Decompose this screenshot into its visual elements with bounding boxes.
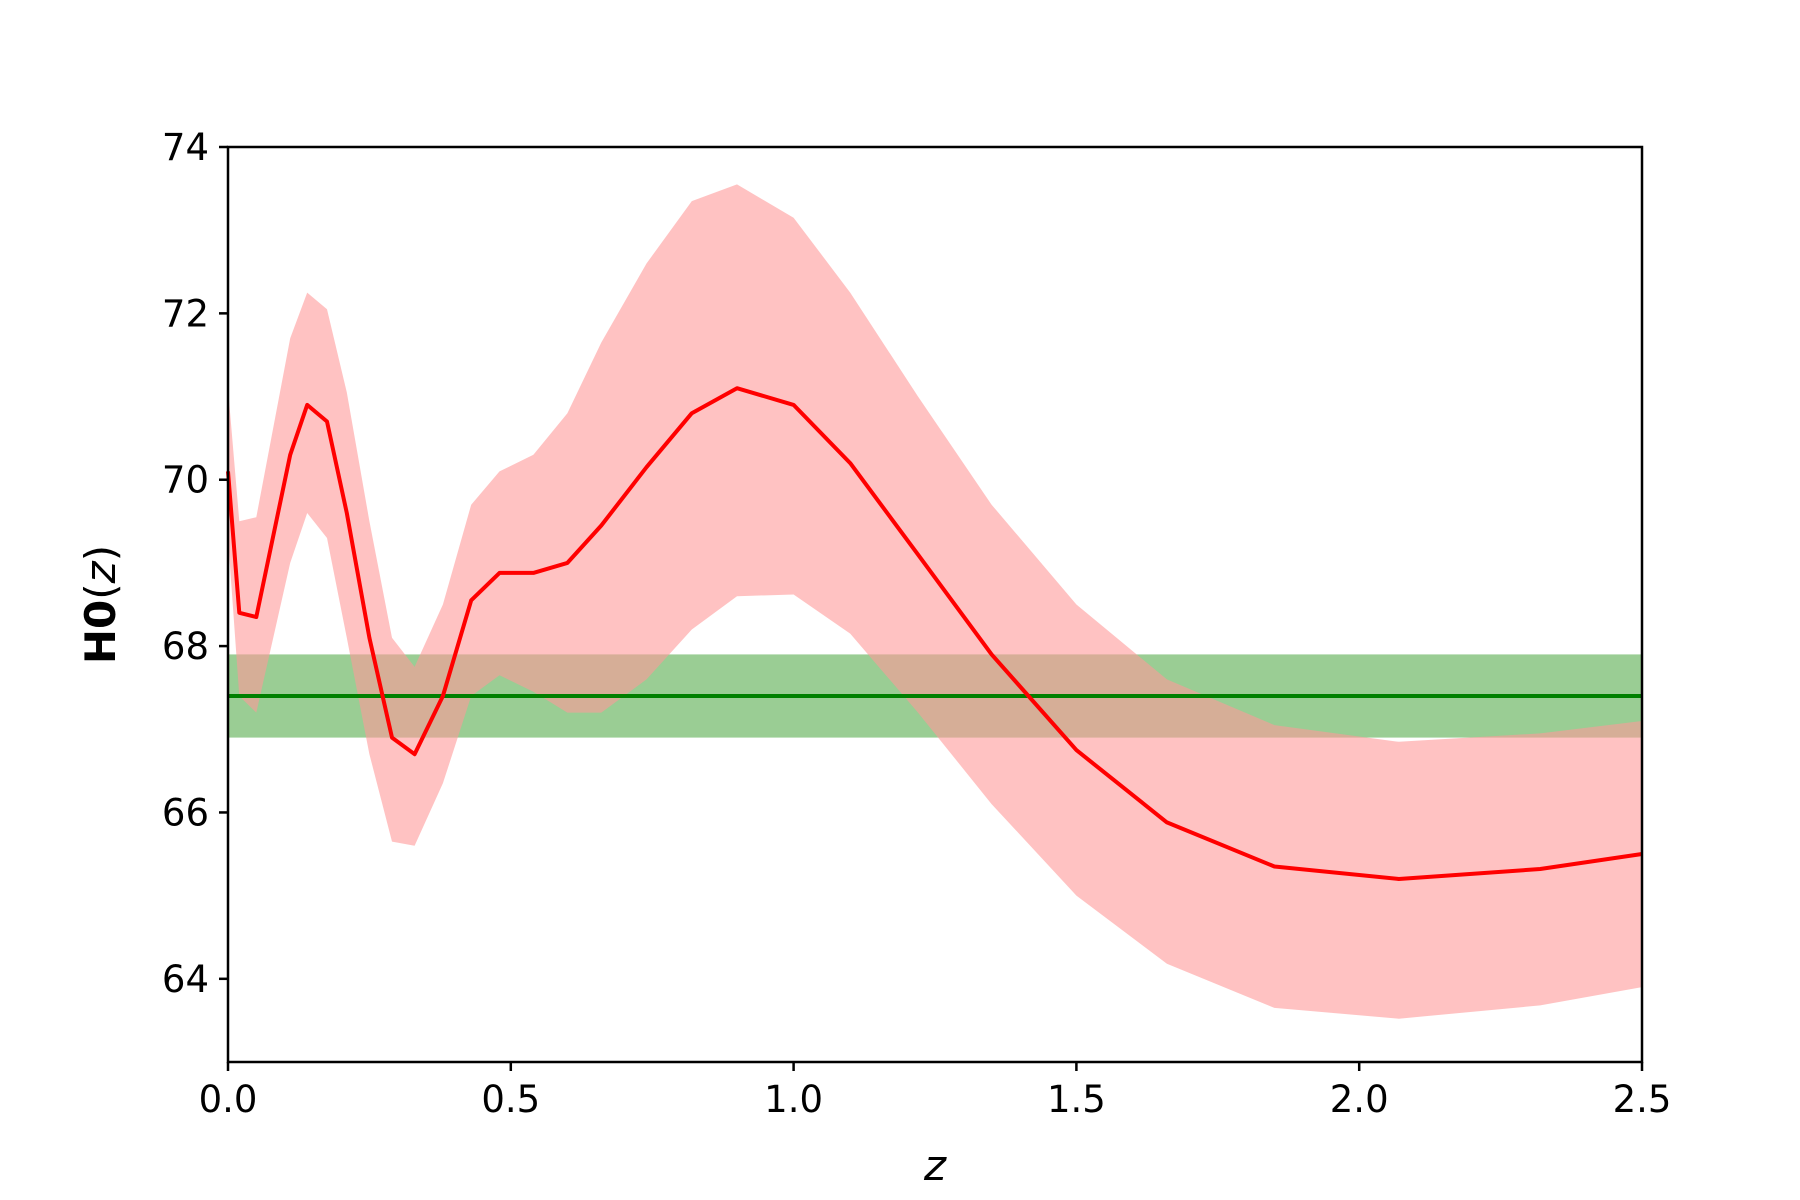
y-tick-label: 72 [162, 292, 209, 335]
x-axis-ticks: 0.0 0.5 1.0 1.5 2.0 2.5 [199, 1062, 1672, 1121]
x-tick-label: 1.0 [764, 1078, 823, 1121]
y-axis-label: H0(z) [76, 545, 125, 664]
y-axis-label-close: ) [76, 545, 125, 561]
x-axis-label: z [923, 1141, 947, 1190]
x-tick-label: 2.5 [1613, 1078, 1672, 1121]
y-axis-label-open: ( [76, 583, 125, 599]
y-tick-label: 74 [162, 126, 209, 169]
series-lines [226, 386, 1643, 881]
x-tick-label: 0.0 [199, 1078, 258, 1121]
y-tick-label: 64 [162, 958, 209, 1001]
curve-confidence-band [228, 184, 1642, 1019]
y-tick-label: 70 [162, 459, 209, 502]
y-axis-label-main: H0 [76, 600, 125, 664]
x-tick-label: 2.0 [1330, 1078, 1389, 1121]
uncertainty-bands [228, 184, 1642, 1019]
plot-frame [226, 145, 1644, 1064]
x-tick-label: 1.5 [1047, 1078, 1106, 1121]
mean-curve-line [226, 386, 1643, 881]
y-tick-label: 68 [162, 625, 209, 668]
y-axis-ticks: 64 66 68 70 72 74 [162, 126, 228, 1001]
x-tick-label: 0.5 [481, 1078, 540, 1121]
y-tick-label: 66 [162, 791, 209, 834]
y-axis-label-var: z [76, 560, 125, 584]
